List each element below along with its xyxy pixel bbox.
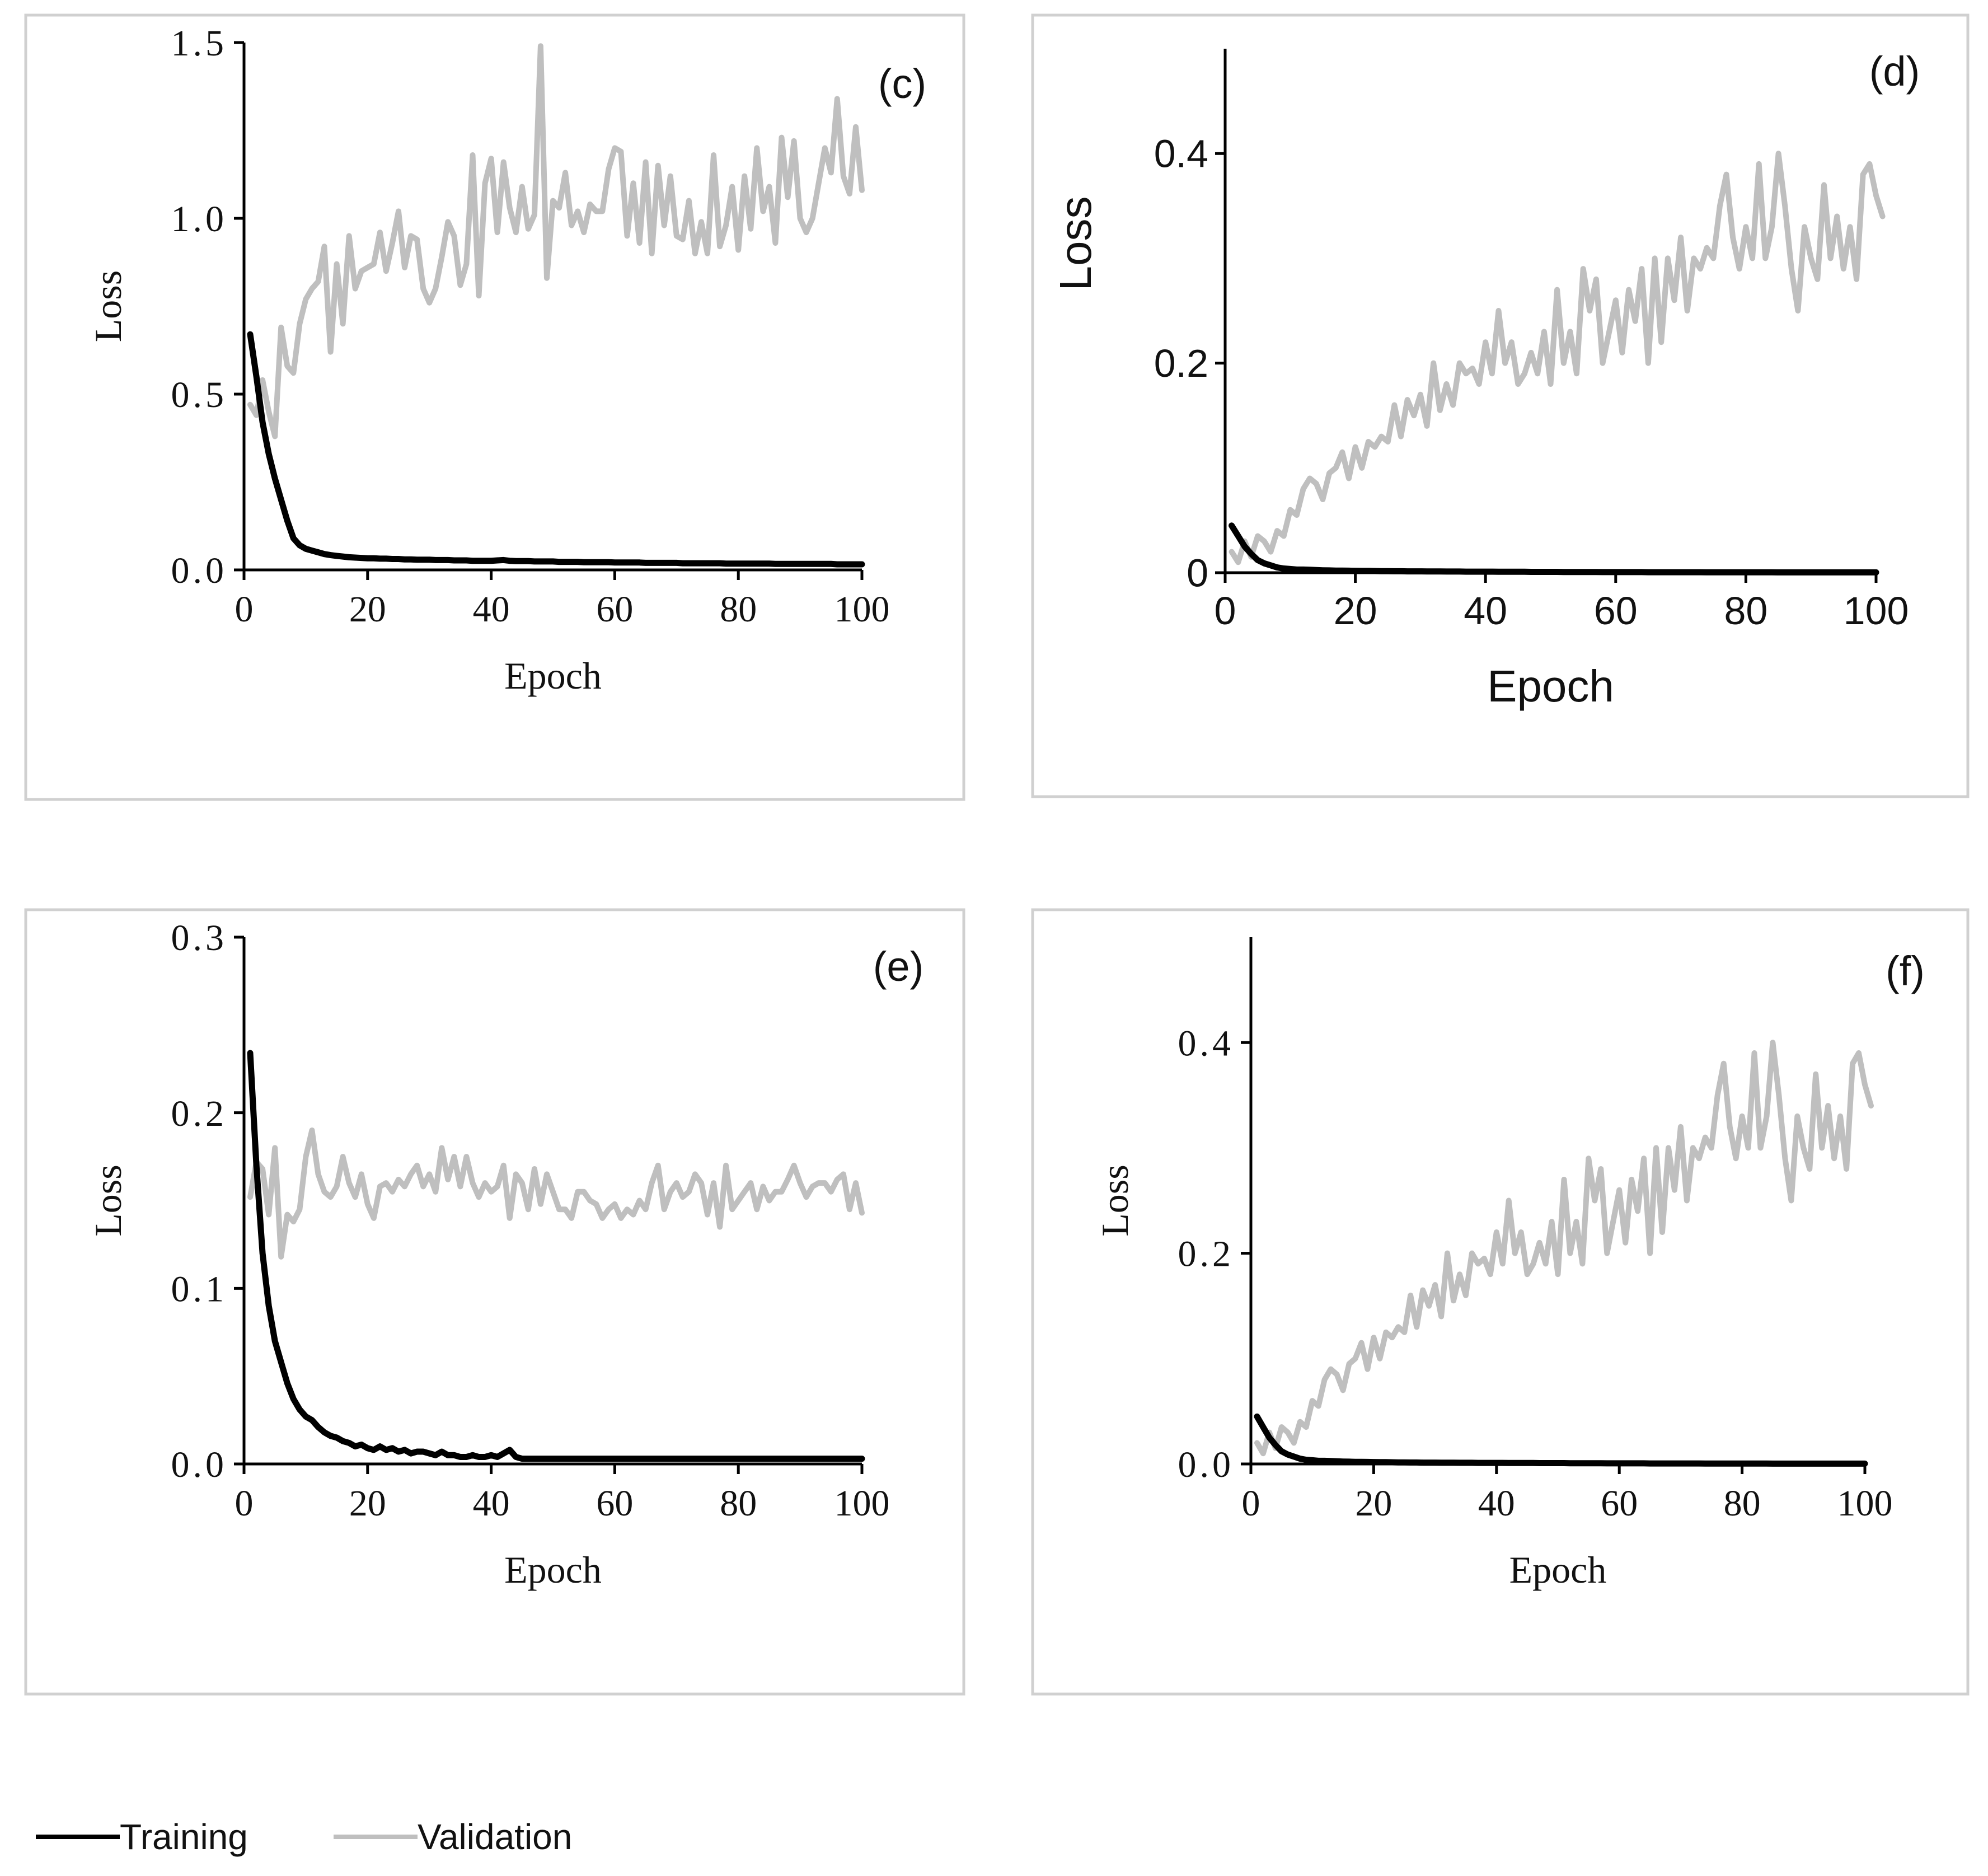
panel-3-series-training-line <box>247 1050 865 1462</box>
panel-1-panel-label: (c) <box>878 60 926 107</box>
panel-2-y-tick-label: 0.4 <box>1154 132 1208 176</box>
panel-3-panel-label: (e) <box>873 943 923 990</box>
panel-1-x-tick-label: 40 <box>473 589 510 630</box>
panel-4-y-tick-label: 0.2 <box>1178 1234 1235 1275</box>
panel-2-x-axis-label: Epoch <box>1487 661 1614 711</box>
legend-validation-swatch <box>334 1835 418 1839</box>
panel-1-x-tick-label: 20 <box>349 589 386 630</box>
panel-2-series-validation-line <box>1229 151 1886 565</box>
panel-4-y-tick-label: 0.0 <box>1178 1444 1235 1485</box>
panel-3-series-validation-line <box>247 1128 865 1260</box>
panel-3-x-tick-label: 80 <box>720 1483 757 1524</box>
panel-1-series-training-line <box>247 331 865 568</box>
panel-4-x-tick-label: 100 <box>1837 1483 1893 1524</box>
panel-1-y-tick-label: 0.0 <box>171 550 228 591</box>
panel-2-panel-label: (d) <box>1869 48 1920 95</box>
legend-training-label: Training <box>120 1817 248 1857</box>
panel-4-x-tick-label: 0 <box>1242 1483 1260 1524</box>
legend: Training <box>36 1812 248 1862</box>
panel-1-x-tick-label: 80 <box>720 589 757 630</box>
panel-2-x-tick-label: 40 <box>1464 589 1507 633</box>
panel-3-x-tick-label: 20 <box>349 1483 386 1524</box>
panel-2-y-tick-label: 0.2 <box>1154 341 1208 385</box>
panel-1-y-tick-label: 1.0 <box>171 199 228 240</box>
panel-1-frame <box>24 13 965 801</box>
panel-4-y-axis-label: Loss <box>1094 1164 1136 1236</box>
panel-2-y-axis-label: Loss <box>1051 197 1100 291</box>
panel-4-series-training-line <box>1254 1413 1868 1467</box>
panel-3-y-tick-label: 0.0 <box>171 1444 228 1485</box>
panel-4-x-tick-label: 80 <box>1724 1483 1761 1524</box>
panel-4-x-tick-label: 20 <box>1355 1483 1392 1524</box>
panel-1-x-axis-label: Epoch <box>504 654 602 697</box>
panel-4-panel-label: (f) <box>1886 948 1925 994</box>
panel-2-x-tick-label: 100 <box>1844 589 1909 633</box>
panel-3-frame <box>24 908 965 1696</box>
panel-1-y-axis-label: Loss <box>87 270 129 342</box>
panel-2-x-tick-label: 20 <box>1334 589 1377 633</box>
panel-2-x-tick-label: 80 <box>1724 589 1767 633</box>
legend-validation: Validation <box>334 1812 572 1862</box>
panel-1-y-tick-label: 1.5 <box>171 23 228 64</box>
panel-1-x-tick-label: 0 <box>235 589 254 630</box>
panel-4-x-tick-label: 60 <box>1601 1483 1638 1524</box>
panel-1-y-tick-label: 0.5 <box>171 375 228 415</box>
panel-3-y-tick-label: 0.3 <box>171 918 228 958</box>
panel-4-frame <box>1031 908 1970 1696</box>
panel-2-x-tick-label: 60 <box>1594 589 1638 633</box>
panel-1-x-tick-label: 60 <box>596 589 633 630</box>
panel-4-series-validation-line <box>1254 1040 1874 1457</box>
panel-3-y-tick-label: 0.2 <box>171 1093 228 1134</box>
panel-3-x-tick-label: 60 <box>596 1483 633 1524</box>
panel-2-y-tick-label: 0 <box>1187 551 1208 595</box>
panel-4-y-tick-label: 0.4 <box>1178 1023 1235 1064</box>
panel-3-y-axis-label: Loss <box>87 1164 129 1236</box>
legend-training-swatch <box>36 1835 120 1839</box>
panel-3-x-tick-label: 0 <box>235 1483 254 1524</box>
panel-1-x-tick-label: 100 <box>834 589 890 630</box>
panel-4-x-tick-label: 40 <box>1478 1483 1515 1524</box>
panel-3-x-tick-label: 100 <box>834 1483 890 1524</box>
panel-1-series-validation-line <box>247 43 865 439</box>
panel-4-x-axis-label: Epoch <box>1509 1548 1607 1591</box>
panel-3-x-axis-label: Epoch <box>504 1548 602 1591</box>
panel-3-y-tick-label: 0.1 <box>171 1269 228 1309</box>
legend-validation-label: Validation <box>418 1817 573 1857</box>
panel-2-x-tick-label: 0 <box>1215 589 1236 633</box>
panel-2-frame <box>1031 13 1970 798</box>
panel-2-series-training-line <box>1229 522 1879 576</box>
panel-3-x-tick-label: 40 <box>473 1483 510 1524</box>
